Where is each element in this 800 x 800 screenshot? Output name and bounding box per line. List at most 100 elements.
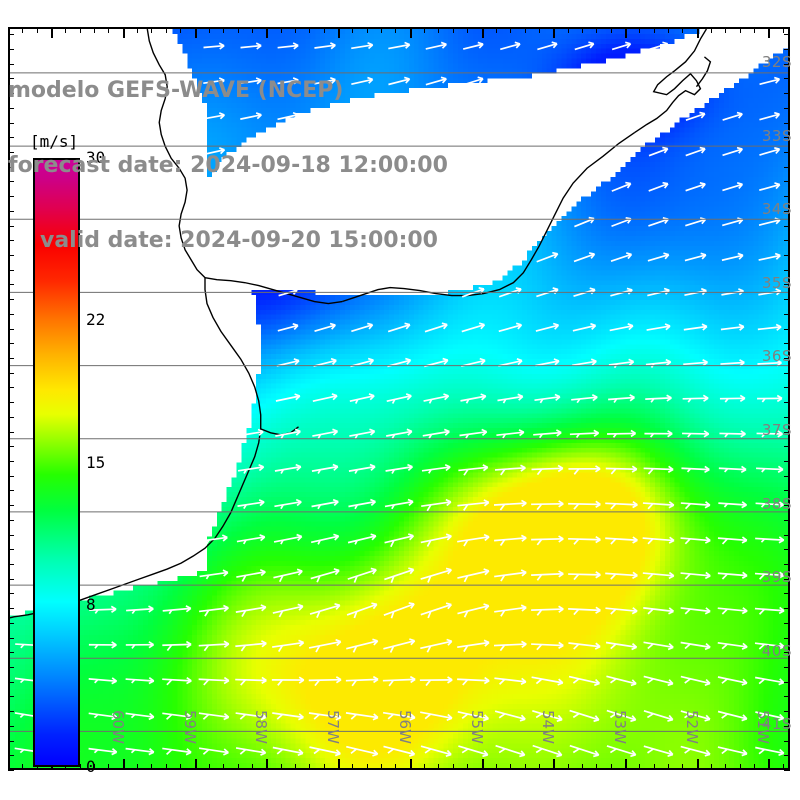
wind-arrow	[605, 501, 638, 510]
wind-arrow	[568, 675, 601, 687]
wind-arrow	[312, 428, 339, 439]
wind-arrow	[643, 710, 674, 722]
wind-arrow	[680, 675, 711, 687]
wind-arrow	[759, 146, 781, 156]
longitude-label: 55W	[467, 710, 486, 744]
latitude-label: 36S	[761, 347, 792, 366]
lon-tick-top	[338, 27, 341, 38]
wind-arrow	[494, 464, 526, 476]
wind-arrow	[756, 430, 783, 438]
wind-arrow	[277, 111, 299, 121]
lat-tick	[8, 578, 14, 580]
title-model: modelo GEFS-WAVE (NCEP)	[8, 78, 344, 103]
lat-tick	[8, 770, 14, 771]
lat-tick	[8, 240, 14, 242]
lon-tick	[711, 764, 713, 770]
wind-arrow	[494, 677, 527, 686]
lat-tick	[8, 93, 14, 95]
lat-tick-right	[784, 490, 790, 492]
wind-arrow	[717, 746, 748, 757]
wind-arrow	[314, 322, 336, 332]
colorbar-tick-label: 30	[86, 148, 106, 167]
lat-tick	[8, 152, 14, 154]
wind-arrow	[718, 501, 748, 509]
wind-arrow	[240, 112, 262, 120]
wind-arrow	[722, 182, 744, 192]
wind-arrow	[309, 746, 341, 757]
lat-tick-right	[784, 181, 790, 183]
lon-tick-top	[151, 27, 153, 33]
wind-arrow	[531, 641, 564, 651]
colorbar-tick-label: 8	[86, 594, 96, 614]
lat-tick-right	[784, 608, 790, 610]
lat-tick	[8, 549, 14, 551]
wind-arrow	[754, 642, 785, 650]
wind-arrow	[721, 252, 744, 262]
longitude-label: 56W	[395, 710, 414, 744]
wind-arrow	[312, 393, 338, 403]
latitude-label: 37S	[761, 420, 792, 439]
wind-arrow	[605, 571, 638, 580]
lat-tick	[8, 681, 14, 683]
wind-arrow	[685, 146, 706, 157]
wind-arrow	[388, 41, 411, 50]
wind-arrow	[717, 607, 748, 615]
lon-tick-top	[739, 27, 741, 33]
lat-tick	[8, 740, 14, 742]
wind-arrow	[568, 571, 601, 581]
wind-arrow	[457, 499, 490, 511]
lat-tick-right	[784, 63, 790, 65]
wind-arrow	[235, 640, 267, 652]
lat-tick	[8, 49, 14, 51]
wind-arrow	[607, 429, 637, 438]
wind-arrow	[605, 641, 638, 651]
wind-arrow	[500, 41, 521, 51]
wind-arrow	[275, 428, 301, 439]
wind-arrow	[240, 77, 262, 85]
lon-tick	[739, 764, 741, 770]
wind-arrow	[460, 393, 487, 404]
wind-arrow	[531, 676, 564, 686]
lon-tick-top	[495, 27, 497, 33]
lon-tick	[94, 764, 96, 770]
wind-arrow	[347, 533, 377, 545]
wind-arrow	[642, 501, 675, 510]
lon-tick	[251, 764, 253, 770]
lat-tick	[8, 490, 14, 492]
wind-arrow	[642, 536, 675, 545]
wind-arrow	[531, 464, 564, 476]
lon-tick-top	[122, 27, 125, 38]
lon-tick	[180, 764, 182, 770]
wind-arrow	[532, 744, 563, 758]
wind-arrow	[459, 428, 488, 439]
wind-arrow	[382, 675, 416, 687]
wind-arrow	[382, 711, 416, 721]
wind-arrow	[717, 641, 748, 650]
lon-tick-top	[251, 27, 253, 33]
lon-tick	[165, 764, 167, 770]
wind-arrow	[351, 76, 374, 86]
wind-arrow	[420, 567, 452, 583]
wind-arrow	[755, 536, 785, 544]
lat-tick-right	[784, 696, 790, 698]
wind-arrow	[494, 569, 527, 582]
lon-tick-top	[581, 27, 583, 33]
wind-arrow	[497, 393, 524, 404]
wind-arrow	[346, 638, 379, 653]
lon-tick-top	[65, 27, 67, 33]
wind-arrow	[531, 535, 564, 546]
lon-tick-top	[94, 27, 96, 33]
wind-arrow	[572, 358, 597, 367]
lon-tick-top	[424, 27, 426, 33]
lat-tick	[8, 696, 14, 698]
wind-arrow	[238, 428, 264, 437]
lon-tick	[108, 764, 110, 770]
longitude-label: 58W	[252, 710, 271, 744]
lat-tick-right	[784, 622, 790, 624]
wind-arrow	[718, 465, 747, 474]
lat-tick	[8, 122, 14, 124]
wind-arrow	[685, 111, 706, 122]
longitude-label: 54W	[539, 710, 558, 744]
wind-arrow	[573, 252, 596, 263]
wind-arrow	[272, 603, 304, 618]
